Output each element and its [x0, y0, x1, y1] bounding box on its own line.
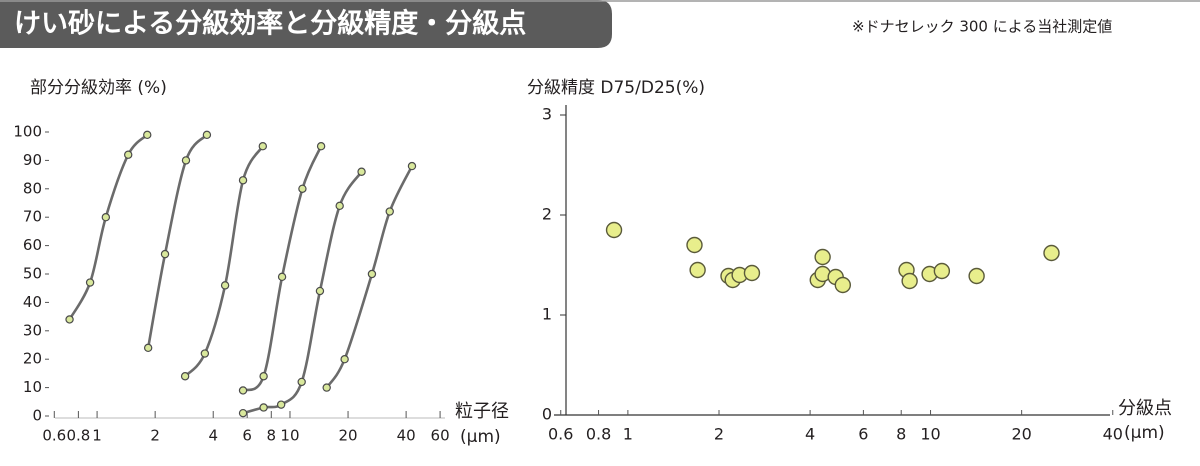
point — [180, 372, 190, 381]
point — [335, 201, 344, 211]
y-tick-label: 80 — [23, 179, 42, 197]
point — [258, 141, 268, 151]
point — [686, 236, 703, 254]
x-tick-label: 6 — [858, 425, 868, 444]
point — [238, 386, 248, 395]
x-tick-label: 2 — [150, 427, 160, 445]
x-tick-label: 2 — [714, 425, 724, 444]
point — [238, 408, 248, 418]
y-tick-label: 1 — [542, 305, 552, 324]
x-tick-label: 60 — [431, 427, 450, 445]
title-banner — [0, 0, 612, 48]
point — [277, 272, 287, 282]
point — [181, 156, 191, 165]
y-tick-label: 2 — [542, 205, 552, 224]
point — [85, 278, 95, 287]
point — [316, 141, 326, 151]
point — [357, 167, 366, 176]
point — [901, 272, 918, 290]
point — [101, 212, 111, 222]
point — [65, 315, 74, 324]
title: けい砂による分級効率と分級精度・分級点 — [14, 8, 526, 40]
y-tick-label: 70 — [23, 208, 42, 226]
point — [124, 150, 133, 159]
point — [160, 249, 170, 259]
y-tick-label: 90 — [23, 151, 42, 169]
x-tick-label: 10 — [280, 427, 299, 445]
y-tick-label: 100 — [13, 123, 42, 141]
y-tick-label: 50 — [23, 265, 42, 283]
x-tick-label: 4 — [208, 427, 218, 445]
point — [933, 262, 951, 280]
point — [814, 248, 831, 266]
x-tick-label: 20 — [1011, 425, 1031, 444]
x-tick-label: 1 — [92, 427, 102, 445]
point — [202, 130, 212, 140]
y-axis-label: 分級精度 D75/D25(%) — [527, 78, 705, 98]
point — [367, 269, 377, 279]
point — [143, 130, 152, 140]
x-tick-label: 0.6 — [42, 427, 66, 445]
point — [743, 264, 761, 282]
x-tick-label: 6 — [242, 427, 252, 445]
x-tick-label: 0.6 — [548, 425, 573, 444]
x-tick-label: 8 — [896, 425, 906, 444]
y-tick-label: 0 — [542, 405, 552, 424]
point — [276, 400, 286, 409]
x-tick-label: 0.8 — [586, 425, 611, 444]
x-tick-label: 8 — [267, 427, 277, 445]
x-tick-label: 1 — [623, 425, 633, 444]
point — [238, 176, 248, 185]
curve — [146, 133, 208, 349]
y-tick-label: 3 — [542, 105, 552, 124]
curve — [68, 133, 149, 321]
x-tick-label: 10 — [920, 425, 940, 444]
point — [605, 221, 623, 239]
x-axis-label: (μm) — [460, 427, 501, 447]
point — [834, 276, 852, 294]
point — [315, 286, 325, 296]
x-tick-label: 20 — [339, 427, 358, 445]
y-tick-label: 40 — [23, 293, 42, 311]
x-tick-label: 40 — [397, 427, 416, 445]
y-tick-label: 0 — [32, 407, 42, 425]
point — [298, 184, 307, 193]
x-axis-label: (μm) — [1124, 423, 1165, 443]
point — [968, 267, 985, 285]
y-tick-label: 20 — [23, 350, 42, 368]
x-axis-label: 分級点 — [1118, 398, 1172, 419]
point — [385, 207, 394, 216]
point — [1043, 244, 1060, 262]
curve — [184, 145, 264, 378]
point — [297, 377, 306, 387]
y-tick-label: 10 — [23, 378, 42, 396]
y-axis-label: 部分分級効率 (%) — [30, 78, 167, 98]
point — [200, 349, 210, 358]
y-tick-label: 30 — [23, 321, 42, 339]
point — [407, 161, 417, 171]
point — [322, 383, 331, 392]
point — [220, 281, 230, 290]
x-tick-label: 0.8 — [66, 427, 90, 445]
x-tick-label: 4 — [805, 425, 815, 444]
point — [689, 261, 706, 279]
point — [259, 372, 268, 381]
x-axis-label: 粒子径 — [455, 401, 509, 422]
note: ※ドナセレック 300 による当社測定値 — [852, 18, 1112, 36]
point — [259, 403, 268, 412]
point — [340, 355, 349, 364]
x-tick-label: 40 — [1103, 425, 1123, 444]
y-tick-label: 60 — [23, 236, 42, 254]
point — [143, 343, 153, 353]
